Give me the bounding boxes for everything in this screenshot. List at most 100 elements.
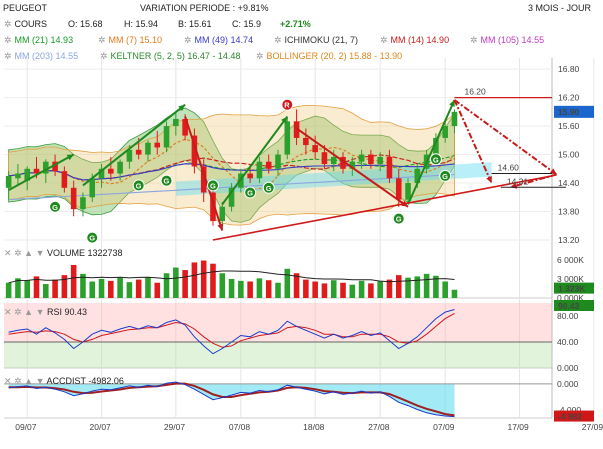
rsi-tick-label: 80.00: [557, 311, 579, 321]
signal-circle: [392, 212, 405, 225]
volume-bar: [52, 279, 58, 298]
candle-body: [442, 126, 448, 138]
legend-mm14[interactable]: ✲ MM (14) 14.90: [380, 35, 449, 46]
candle-body: [135, 149, 142, 155]
rsi-line: [8, 309, 455, 355]
volume-bar: [210, 263, 216, 298]
signal-circle: [206, 179, 219, 192]
legend-row-1: ✲ COURS: [4, 19, 47, 30]
signal-marker: G: [244, 186, 257, 199]
gear-icon[interactable]: ✲: [98, 35, 106, 45]
candle-body: [275, 154, 281, 169]
signal-letter: G: [164, 177, 170, 186]
volume-bar: [256, 278, 263, 298]
signal-marker: G: [429, 153, 442, 166]
volume-bar: [433, 275, 439, 298]
volume-bar: [414, 276, 421, 298]
legend-ichimoku[interactable]: ✲ ICHIMOKU (21, 7): [274, 35, 358, 46]
signal-marker: G: [86, 231, 99, 244]
keltner-text: KELTNER (5, 2, 5) 16.47 - 14.48: [110, 51, 241, 61]
time-tick-label: 07/09: [433, 422, 455, 432]
signal-marker: R: [281, 98, 294, 111]
downtrend-arrow-1: [184, 116, 224, 231]
gear-icon[interactable]: ✲: [14, 376, 22, 386]
rsi-tick-label: 40.00: [557, 337, 579, 347]
volume-tick-label: 3 000K: [557, 274, 584, 284]
gear-icon[interactable]: ✲: [256, 51, 264, 61]
volume-bar: [238, 280, 244, 298]
legend-mm7[interactable]: ✲ MM (7) 15.10: [98, 35, 162, 46]
close-icon[interactable]: ✕: [4, 307, 12, 317]
volume-bar: [219, 273, 226, 298]
arrow-up-icon[interactable]: ▲: [24, 248, 34, 258]
price-tick-label: 15.60: [558, 121, 580, 131]
volume-bar: [395, 275, 402, 298]
gear-icon[interactable]: ✲: [274, 35, 282, 45]
accdist-label: ACCDIST -4982.06: [46, 376, 124, 386]
signal-letter: G: [210, 181, 216, 190]
close-icon[interactable]: ✕: [4, 376, 12, 386]
volume-bar: [228, 278, 235, 298]
arrow-down-icon[interactable]: ▼: [35, 376, 45, 386]
bollinger-text: BOLLINGER (20, 2) 15.88 - 13.90: [266, 51, 403, 61]
volume-average-line: [8, 270, 455, 284]
gear-icon[interactable]: ✲: [4, 35, 12, 45]
volume-bar: [265, 280, 272, 298]
gear-icon[interactable]: ✲: [14, 307, 22, 317]
accdist-signal-line: [8, 382, 455, 417]
candle-body: [98, 168, 105, 179]
signal-letter: G: [247, 189, 253, 198]
signal-circle: [429, 153, 442, 166]
candle-body: [163, 126, 170, 148]
legend-change: +2.71%: [280, 19, 311, 29]
close-icon[interactable]: ✕: [4, 248, 12, 258]
candle-body: [108, 168, 114, 174]
legend-mm49[interactable]: ✲ MM (49) 14.74: [184, 35, 253, 46]
rsi-oversold-zone: [4, 342, 552, 368]
volume-bar: [70, 264, 77, 298]
volume-bar: [89, 281, 96, 298]
gear-icon[interactable]: ✲: [4, 51, 12, 61]
time-tick-label: 27/08: [368, 422, 390, 432]
gear-icon[interactable]: ✲: [470, 35, 478, 45]
gear-icon[interactable]: ✲: [380, 35, 388, 45]
last-price-label: 15.90: [558, 107, 580, 117]
gear-icon[interactable]: ✲: [14, 248, 22, 258]
candle-body: [5, 175, 12, 188]
arrow-up-icon[interactable]: ▲: [24, 376, 34, 386]
mm7-text: MM (7) 15.10: [108, 35, 163, 45]
volume-bar: [303, 279, 309, 298]
candle-body: [89, 178, 96, 198]
gear-icon[interactable]: ✲: [100, 51, 108, 61]
volume-bar: [312, 281, 318, 298]
candle-body: [340, 156, 346, 169]
price-tick-label: 13.80: [558, 207, 580, 217]
candle-body: [200, 166, 207, 193]
gear-icon[interactable]: ✲: [4, 19, 12, 29]
rsi-label: RSI 90.43: [47, 307, 88, 317]
legend-close: C: 15.9: [232, 19, 262, 29]
legend-keltner[interactable]: ✲ KELTNER (5, 2, 5) 16.47 - 14.48: [100, 51, 240, 62]
price-tick-label: 16.20: [558, 93, 580, 103]
downtrend-arrow-2: [296, 127, 409, 208]
uptrend-arrow-1: [8, 153, 75, 192]
candle-body: [52, 161, 58, 172]
time-tick-label: 09/07: [15, 422, 37, 432]
candle-body: [210, 192, 216, 222]
gear-icon[interactable]: ✲: [184, 35, 192, 45]
legend-mm21[interactable]: ✲ MM (21) 14.93: [4, 35, 73, 46]
arrow-up-icon[interactable]: ▲: [24, 307, 34, 317]
legend-mm203[interactable]: ✲ MM (203) 14.55: [4, 51, 78, 62]
candle-body: [145, 142, 151, 155]
legend-bollinger[interactable]: ✲ BOLLINGER (20, 2) 15.88 - 13.90: [256, 51, 402, 62]
arrow-down-icon[interactable]: ▼: [35, 248, 45, 258]
candle-body: [330, 156, 337, 165]
candle-body: [405, 183, 411, 200]
legend-mm105[interactable]: ✲ MM (105) 14.55: [470, 35, 544, 46]
mm105-text: MM (105) 14.55: [480, 35, 545, 45]
arrow-down-icon[interactable]: ▼: [35, 307, 45, 317]
signal-marker: G: [49, 200, 62, 213]
uptrend-arrow-4-head: [449, 99, 455, 107]
volume-bar: [247, 281, 253, 298]
